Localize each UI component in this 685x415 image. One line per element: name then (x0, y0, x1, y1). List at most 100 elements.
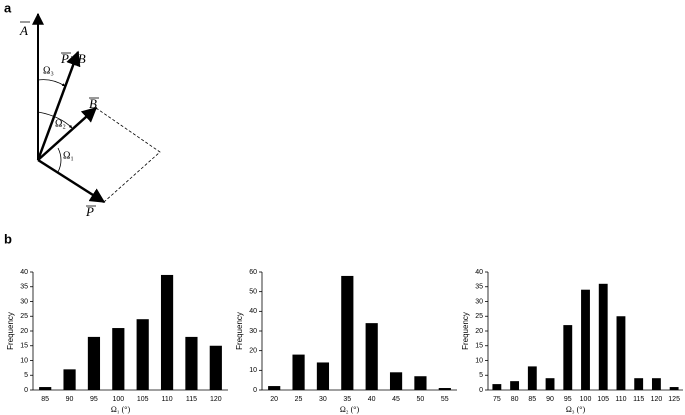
x-tick-label: 110 (161, 396, 172, 403)
x-tick-label: 100 (580, 396, 592, 403)
x-tick-label: 20 (270, 396, 278, 403)
y-tick-label: 20 (249, 348, 257, 355)
x-tick-label: 90 (546, 396, 554, 403)
x-axis-label: Ω₃ (°) (566, 405, 586, 414)
y-tick-label: 15 (475, 343, 483, 350)
x-tick-label: 55 (441, 396, 449, 403)
bar (63, 369, 76, 390)
vector-b (37, 106, 98, 161)
y-axis-label: Frequency (235, 312, 244, 350)
bar (651, 378, 661, 390)
x-tick-label: 110 (615, 396, 626, 403)
y-tick-label: 30 (475, 298, 483, 305)
vector-label: A (19, 23, 28, 38)
bar (414, 376, 427, 390)
y-tick-label: 40 (249, 308, 257, 315)
y-tick-label: 15 (20, 343, 28, 350)
panel-label: b (4, 231, 12, 246)
x-tick-label: 115 (186, 396, 197, 403)
y-tick-label: 40 (20, 269, 28, 276)
x-tick-label: 100 (112, 396, 124, 403)
y-tick-label: 30 (20, 298, 28, 305)
angle-label: Ω₁ (63, 150, 74, 161)
angle-label: Ω₃ (43, 65, 54, 76)
vector-label: P (85, 204, 94, 219)
x-tick-label: 120 (651, 396, 663, 403)
y-tick-label: 35 (475, 284, 483, 291)
y-tick-label: 20 (475, 328, 483, 335)
y-tick-label: 0 (253, 387, 257, 394)
x-tick-label: 25 (295, 396, 303, 403)
vector-p (37, 158, 106, 204)
y-tick-label: 0 (479, 387, 483, 394)
bar (39, 387, 52, 390)
bar (209, 345, 222, 390)
x-tick-label: 95 (90, 396, 98, 403)
y-tick-label: 10 (475, 357, 483, 364)
bar (136, 319, 149, 390)
bar (616, 316, 626, 390)
x-tick-label: 120 (210, 396, 222, 403)
bar (598, 283, 608, 390)
x-axis-label: Ω₂ (°) (340, 405, 360, 414)
x-tick-label: 95 (564, 396, 572, 403)
x-axis-label: Ω₁ (°) (111, 405, 131, 414)
bar (160, 274, 174, 390)
x-tick-label: 105 (137, 396, 149, 403)
bar (365, 323, 378, 390)
bar (268, 386, 281, 390)
vector-pxb (36, 50, 81, 161)
angle-arc (37, 79, 66, 87)
bar (341, 275, 354, 390)
x-tick-label: 75 (493, 396, 501, 403)
x-tick-label: 40 (368, 396, 376, 403)
bar (527, 366, 537, 390)
x-tick-label: 90 (66, 396, 74, 403)
y-tick-label: 25 (475, 313, 483, 320)
y-axis-label: Frequency (461, 312, 470, 350)
y-tick-label: 25 (20, 313, 28, 320)
x-tick-label: 85 (41, 396, 49, 403)
x-tick-label: 30 (319, 396, 327, 403)
x-tick-label: 125 (668, 396, 680, 403)
bar (185, 336, 198, 390)
y-tick-label: 10 (20, 357, 28, 364)
bar (438, 388, 451, 390)
bar (492, 384, 502, 390)
x-tick-label: 85 (528, 396, 536, 403)
x-tick-label: 45 (392, 396, 400, 403)
x-tick-label: 105 (597, 396, 609, 403)
y-tick-label: 30 (249, 328, 257, 335)
y-axis-label: Frequency (6, 312, 15, 350)
y-tick-label: 60 (249, 269, 257, 276)
x-tick-label: 35 (343, 396, 351, 403)
angle-arc (57, 147, 62, 173)
bar (634, 378, 644, 390)
panel-label: a (4, 0, 12, 15)
vector-diagram (20, 12, 161, 207)
bar (563, 325, 573, 390)
angle-arc (37, 111, 73, 129)
y-tick-label: 5 (24, 372, 28, 379)
x-tick-label: 80 (511, 396, 519, 403)
x-tick-label: 115 (633, 396, 644, 403)
y-tick-label: 20 (20, 328, 28, 335)
bar (87, 336, 101, 390)
y-tick-label: 5 (479, 372, 483, 379)
y-tick-label: 10 (249, 367, 257, 374)
bar (292, 354, 305, 390)
bar (581, 289, 590, 390)
y-tick-label: 40 (475, 269, 483, 276)
y-tick-label: 35 (20, 284, 28, 291)
vector-label: P×B (60, 51, 86, 66)
y-tick-label: 0 (24, 387, 28, 394)
bar (316, 362, 330, 390)
bar (389, 372, 403, 390)
bar (545, 378, 555, 390)
bar (112, 328, 125, 390)
y-tick-label: 50 (249, 289, 257, 296)
vector-label: B (89, 96, 97, 111)
angle-label: Ω₂ (55, 118, 66, 129)
bar (510, 381, 520, 390)
